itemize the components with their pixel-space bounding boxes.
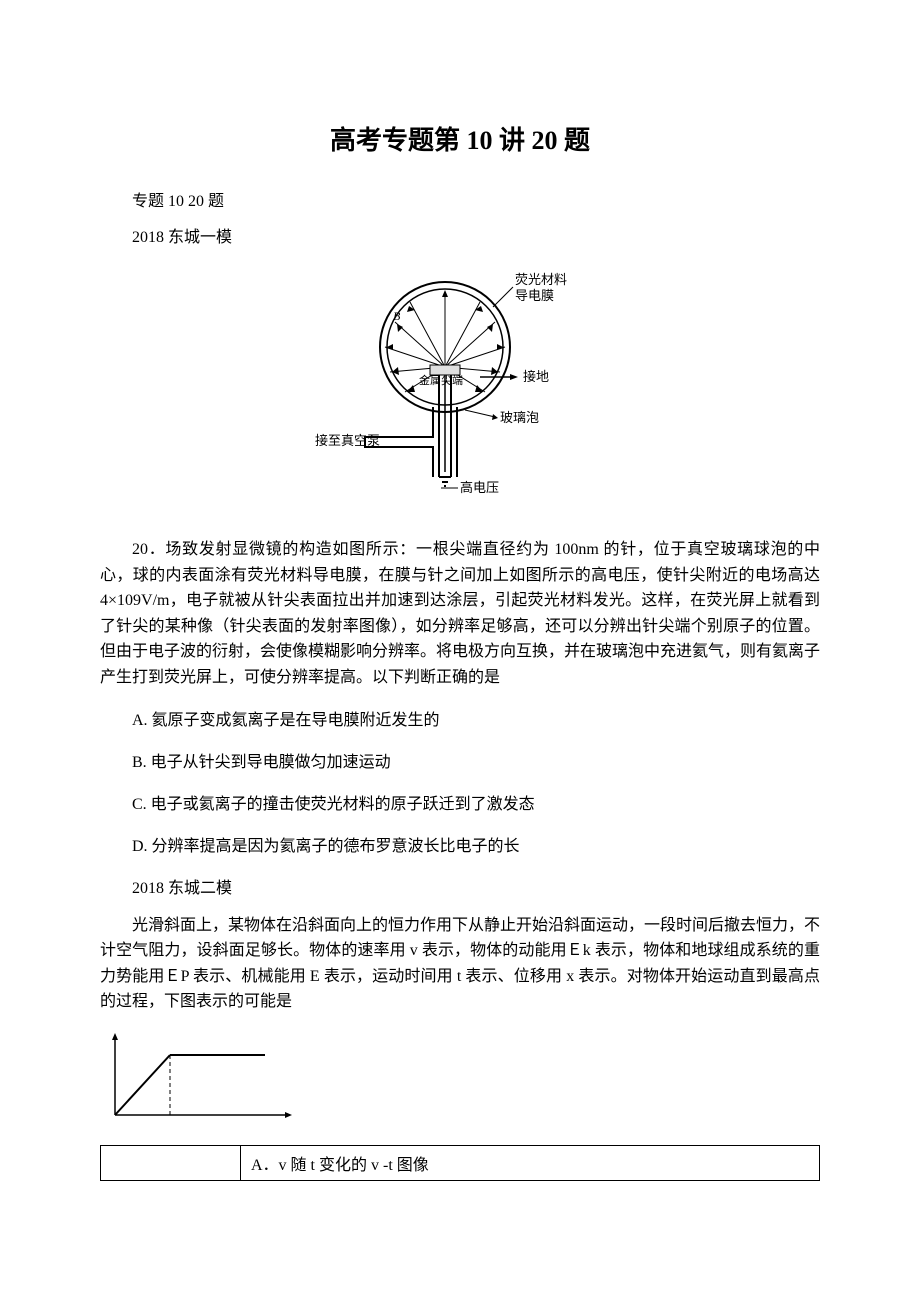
- source-2: 2018 东城二模: [100, 874, 820, 898]
- question-1-body: 场致发射显微镜的构造如图所示：一根尖端直径约为 100nm 的针，位于真空玻璃球…: [100, 541, 820, 686]
- option-1d: D. 分辨率提高是因为氦离子的德布罗意波长比电子的长: [100, 832, 820, 856]
- option-1b: B. 电子从针尖到导电膜做匀加速运动: [100, 748, 820, 772]
- vt-graph: [100, 1030, 300, 1130]
- question-1-text: 20．场致发射显微镜的构造如图所示：一根尖端直径约为 100nm 的针，位于真空…: [100, 537, 820, 691]
- label-fluorescent: 荧光材料: [515, 272, 567, 287]
- question-2-text: 光滑斜面上，某物体在沿斜面向上的恒力作用下从静止开始沿斜面运动，一段时间后撤去恒…: [100, 913, 820, 1015]
- label-metal-tip: 金属尖端: [419, 373, 463, 387]
- option-1c: C. 电子或氦离子的撞击使荧光材料的原子跃迁到了激发态: [100, 790, 820, 814]
- page-title: 高考专题第 10 讲 20 题: [100, 120, 820, 157]
- diagram-1-container: 荧光材料 导电膜 B 金属尖端 接地 玻璃泡 接至真空泵 高电压: [100, 262, 820, 517]
- option-2a-text: A．v 随 t 变化的 v -t 图像: [241, 1145, 820, 1180]
- label-high-voltage: 高电压: [460, 480, 499, 495]
- subtitle: 专题 10 20 题: [100, 187, 820, 211]
- field-emission-microscope-diagram: 荧光材料 导电膜 B 金属尖端 接地 玻璃泡 接至真空泵 高电压: [315, 262, 605, 512]
- graph-2-container: [100, 1030, 820, 1135]
- label-b: B: [393, 309, 401, 323]
- label-vacuum: 接至真空泵: [315, 433, 380, 448]
- source-1: 2018 东城一模: [100, 223, 820, 247]
- option-2a-left-cell: [101, 1145, 241, 1180]
- label-ground: 接地: [523, 369, 549, 384]
- label-glass-bulb: 玻璃泡: [500, 410, 539, 425]
- label-conductive: 导电膜: [515, 288, 554, 303]
- option-1a: A. 氦原子变成氦离子是在导电膜附近发生的: [100, 706, 820, 730]
- question-1-number: 20．: [132, 541, 165, 558]
- option-2a-table: A．v 随 t 变化的 v -t 图像: [100, 1145, 820, 1181]
